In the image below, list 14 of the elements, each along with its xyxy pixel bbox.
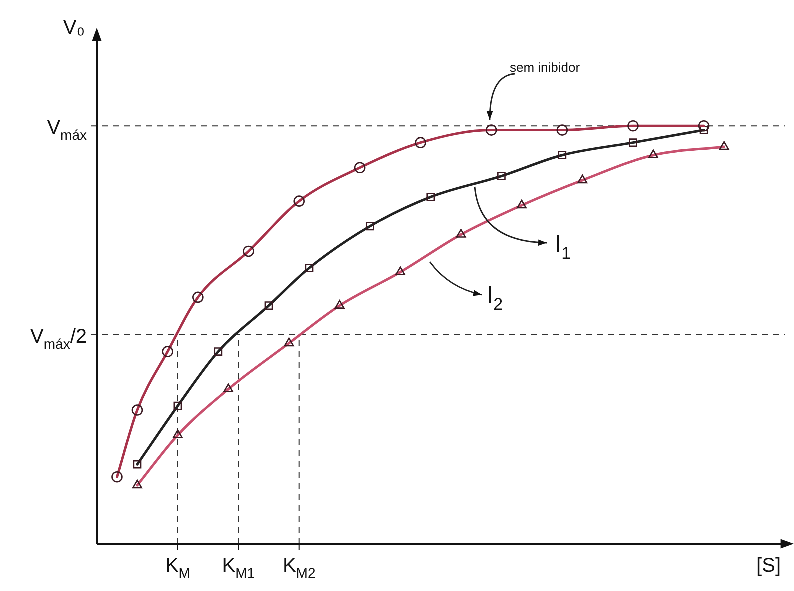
point xyxy=(629,138,638,148)
point xyxy=(426,192,436,202)
point xyxy=(133,460,142,469)
point xyxy=(498,172,506,180)
point xyxy=(700,126,708,134)
point xyxy=(264,302,274,310)
point xyxy=(558,151,567,160)
x-axis-title: [S] xyxy=(756,555,781,577)
point xyxy=(305,264,314,272)
point xyxy=(366,222,374,231)
point xyxy=(174,402,182,410)
y-axis-title: V₀ xyxy=(63,17,85,39)
point xyxy=(214,348,223,356)
text: sem inibidor xyxy=(510,60,581,75)
